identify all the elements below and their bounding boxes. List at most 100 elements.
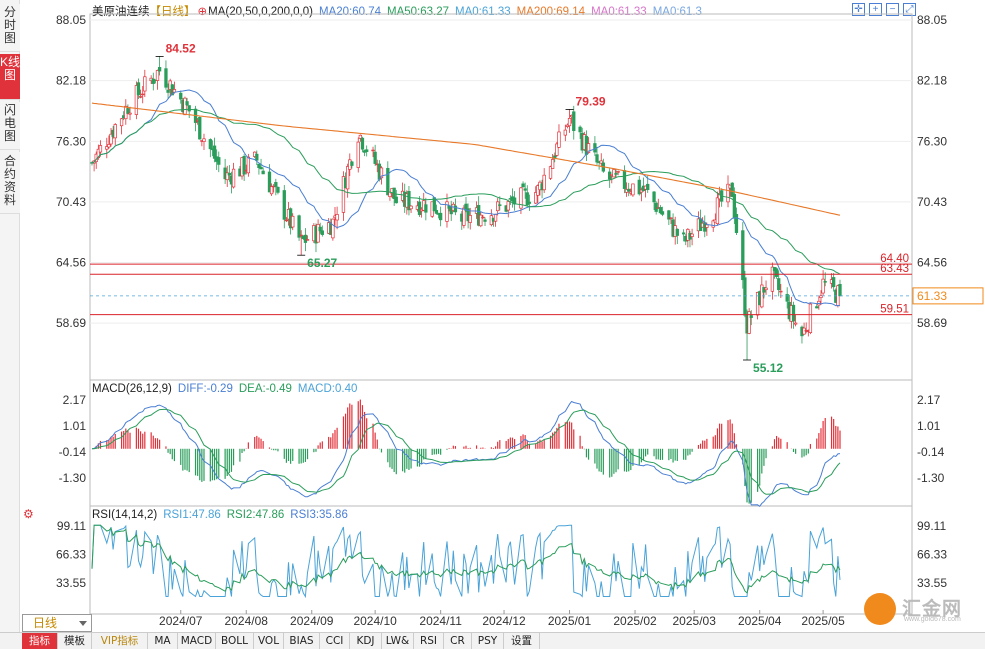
- chevron-down-icon: [79, 621, 87, 626]
- fullscreen-icon[interactable]: ⤢: [903, 3, 916, 16]
- zoom-in-icon[interactable]: +: [869, 3, 882, 16]
- candle-body: [614, 173, 618, 175]
- candle-body: [637, 179, 641, 195]
- macd-dea: DEA:-0.49: [238, 383, 292, 395]
- candle-body: [113, 124, 117, 139]
- candle-body: [274, 182, 278, 187]
- rsi-y-tick-left: 33.55: [56, 576, 86, 590]
- candle-body: [705, 224, 709, 228]
- y-tick-right: 70.43: [917, 195, 947, 209]
- annotations-layer: 84.52 65.27 79.39 55.12: [155, 41, 783, 375]
- sidebar-item-flash[interactable]: 闪电图: [0, 102, 20, 150]
- candle-body: [379, 167, 384, 179]
- candle-body: [555, 143, 559, 156]
- candle-body: [157, 67, 162, 72]
- period-selector[interactable]: 日线: [22, 614, 92, 632]
- candle-body: [255, 153, 259, 161]
- candle-body: [479, 214, 483, 227]
- candle-body: [578, 126, 582, 133]
- candle-body: [567, 118, 572, 127]
- candle-body: [386, 167, 390, 196]
- crosshair-icon[interactable]: ✛: [852, 3, 865, 16]
- candle-body: [350, 161, 354, 166]
- current-price-label: 61.33: [917, 289, 947, 303]
- ma200-line: [91, 102, 841, 216]
- axes-layer: 88.05 88.05 82.18 82.18 76.30 76.30 70.43 70.43…: [56, 13, 947, 628]
- sidebar-item-kline[interactable]: K线图: [0, 54, 20, 100]
- indicator-tab-9[interactable]: KDJ: [350, 633, 382, 649]
- candle-body: [141, 93, 145, 96]
- settings-gear-icon[interactable]: ⚙: [23, 507, 34, 521]
- candle-body: [774, 268, 779, 277]
- indicator-tab-12[interactable]: CR: [444, 633, 472, 649]
- candle-body: [155, 70, 160, 81]
- indicator-tab-0[interactable]: 指标: [22, 633, 58, 649]
- candle-body: [741, 230, 745, 281]
- indicator-tab-3[interactable]: MA: [148, 633, 178, 649]
- candle-body: [134, 85, 139, 115]
- candle-body: [107, 144, 111, 148]
- ma0-value-3: MA0:61.3: [652, 6, 702, 18]
- rsi3-value: RSI3:35.86: [290, 509, 348, 521]
- sidebar-item-contract-info[interactable]: 合约资料: [0, 152, 20, 214]
- indicator-tab-8[interactable]: CCI: [320, 633, 350, 649]
- candle-body: [303, 234, 308, 243]
- candle-body: [593, 143, 597, 153]
- indicator-tab-1[interactable]: 模板: [58, 633, 92, 649]
- candle-body: [331, 218, 335, 239]
- candle-body: [109, 133, 113, 145]
- indicator-tab-10[interactable]: LW&: [382, 633, 414, 649]
- current-price-box: [912, 287, 984, 305]
- candle-body: [550, 159, 555, 169]
- indicator-tab-13[interactable]: PSY: [472, 633, 504, 649]
- rsi-fast-line: [91, 524, 841, 599]
- candle-body: [212, 145, 217, 159]
- ma20-value: MA20:60.74: [318, 6, 381, 18]
- x-tick-label: 2024/12: [482, 614, 526, 628]
- x-tick-label: 2025/05: [801, 614, 845, 628]
- add-indicator-icon[interactable]: ⊕: [197, 6, 208, 18]
- candle-body: [259, 166, 263, 170]
- indicator-tab-7[interactable]: BIAS: [284, 633, 320, 649]
- rsi-panel-frame: [89, 505, 913, 615]
- indicator-tab-5[interactable]: BOLL: [216, 633, 254, 649]
- indicator-tab-14[interactable]: 设置: [504, 633, 540, 649]
- macd-layer: [91, 399, 841, 507]
- indicator-tab-2[interactable]: VIP指标: [92, 633, 148, 649]
- brand-logo: 汇金网 www.gold678.com: [864, 592, 976, 626]
- rsi1-value: RSI1:47.86: [163, 509, 221, 521]
- candle-body: [639, 189, 644, 193]
- macd-y-tick-right: -0.14: [917, 445, 945, 459]
- logo-name: 汇金网: [902, 599, 963, 620]
- candle-body: [96, 148, 100, 159]
- candle-body: [105, 146, 109, 150]
- candle-body: [715, 197, 720, 225]
- candle-body: [681, 232, 686, 235]
- candle-body: [536, 185, 540, 196]
- hline-label: 64.40: [880, 253, 909, 265]
- candle-body: [791, 304, 796, 322]
- candle-body: [138, 96, 143, 98]
- sidebar-item-timeshare[interactable]: 分时图: [0, 4, 20, 52]
- zoom-out-icon[interactable]: −: [886, 3, 899, 16]
- indicator-tab-4[interactable]: MACD: [178, 633, 216, 649]
- candle-body: [496, 201, 500, 212]
- y-tick-left: 70.43: [56, 195, 86, 209]
- candle-body: [198, 117, 202, 140]
- candle-body: [316, 223, 320, 243]
- sidebar-item-label: 分时图: [3, 5, 16, 45]
- period-selector-label: 日线: [33, 616, 58, 630]
- candle-body: [373, 151, 377, 164]
- candle-body: [202, 138, 206, 142]
- candle-body: [793, 322, 798, 325]
- indicator-tab-6[interactable]: VOL: [254, 633, 284, 649]
- candle-body: [483, 219, 487, 222]
- candle-body: [734, 214, 739, 233]
- indicator-tab-11[interactable]: RSI: [414, 633, 444, 649]
- rsi-y-tick-right: 33.55: [917, 576, 947, 590]
- candle-body: [276, 186, 280, 193]
- candle-body: [179, 92, 183, 100]
- candle-body: [227, 172, 231, 176]
- candle-body: [523, 188, 527, 191]
